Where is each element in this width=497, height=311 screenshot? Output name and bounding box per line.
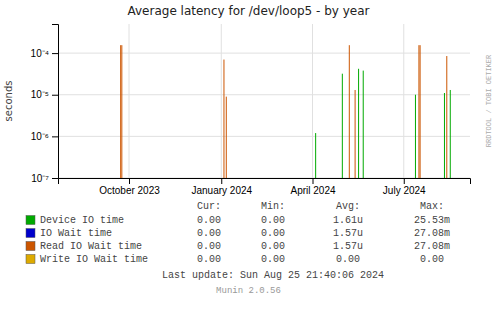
y-axis-title: seconds bbox=[3, 81, 14, 122]
spike bbox=[358, 69, 359, 178]
legend-value: 1.57u bbox=[333, 241, 363, 252]
x-tick-mark bbox=[129, 178, 130, 184]
spike bbox=[415, 95, 416, 178]
x-axis: October 2023 January 2024 April 2024 July 2… bbox=[59, 178, 471, 196]
x-tick: July 2024 bbox=[383, 178, 426, 196]
legend-value: 0.00 bbox=[336, 254, 360, 265]
x-tick-mark bbox=[404, 178, 405, 184]
spike bbox=[450, 90, 451, 178]
spike bbox=[342, 74, 343, 178]
y-tick: 10⁻⁴ bbox=[31, 48, 58, 59]
spike bbox=[444, 93, 445, 178]
grid bbox=[58, 24, 470, 178]
chart: Average latency for /dev/loop5 - by year… bbox=[0, 0, 497, 311]
y-axis-line bbox=[52, 25, 59, 179]
spike bbox=[121, 45, 122, 178]
spike bbox=[315, 133, 316, 178]
title: Average latency for /dev/loop5 - by year bbox=[127, 4, 369, 18]
grid-line-y bbox=[58, 136, 470, 137]
legend: Cur: Min: Avg: Max: Device IO time 0.00 0.00 1.… bbox=[26, 201, 450, 265]
legend-value: 0.00 bbox=[261, 215, 285, 226]
annotation: Last update: Sun Aug 25 21:40:06 2024 bbox=[162, 270, 384, 281]
spike bbox=[420, 45, 421, 178]
x-axis-line bbox=[59, 179, 471, 185]
spike bbox=[355, 90, 356, 178]
spike bbox=[226, 97, 227, 178]
y-tick-label: 10⁻⁵ bbox=[31, 89, 49, 100]
spike bbox=[418, 45, 419, 178]
legend-value: 0.00 bbox=[261, 228, 285, 239]
grid-line-x bbox=[403, 24, 404, 178]
grid-line-y bbox=[58, 53, 470, 54]
x-tick: January 2024 bbox=[191, 178, 252, 196]
legend-value: 1.57u bbox=[333, 228, 363, 239]
y-tick-mark bbox=[52, 53, 58, 54]
grid-line-x bbox=[221, 24, 222, 178]
legend-swatch bbox=[26, 229, 35, 238]
legend-header: Min: bbox=[261, 201, 285, 212]
legend-value: 0.00 bbox=[197, 254, 221, 265]
spike bbox=[349, 45, 350, 178]
legend-header: Max: bbox=[420, 201, 444, 212]
spike bbox=[120, 45, 121, 178]
legend-value: 0.00 bbox=[197, 215, 221, 226]
legend-label: IO Wait time bbox=[40, 228, 112, 239]
legend-value: 27.08m bbox=[414, 241, 450, 252]
x-tick-mark bbox=[313, 178, 314, 184]
y-tick-mark bbox=[52, 95, 58, 96]
legend-value: 0.00 bbox=[197, 241, 221, 252]
grid-line-y bbox=[58, 94, 470, 95]
legend-value: 25.53m bbox=[414, 215, 450, 226]
series bbox=[121, 45, 455, 178]
legend-value: 0.00 bbox=[261, 254, 285, 265]
y-tick: 10⁻⁷ bbox=[31, 173, 58, 184]
x-tick-label: October 2023 bbox=[99, 185, 160, 196]
legend-header: Cur: bbox=[197, 201, 221, 212]
y-tick-label: 10⁻⁴ bbox=[31, 48, 49, 59]
legend-label: Device IO time bbox=[40, 215, 124, 226]
y-tick: 10⁻⁵ bbox=[31, 89, 58, 100]
y-axis: 10⁻⁷ 10⁻⁶ 10⁻⁵ 10⁻⁴ bbox=[31, 25, 59, 184]
legend-swatch bbox=[26, 216, 35, 225]
y-tick-label: 10⁻⁶ bbox=[31, 131, 49, 142]
legend-label: Write IO Wait time bbox=[40, 254, 148, 265]
y-tick-mark bbox=[52, 178, 58, 179]
legend-value: 1.61u bbox=[333, 215, 363, 226]
marks bbox=[121, 45, 455, 178]
spike bbox=[446, 56, 447, 178]
x-tick-label: April 2024 bbox=[290, 185, 335, 196]
legend-label: Read IO Wait time bbox=[40, 241, 142, 252]
annotation: Munin 2.0.56 bbox=[216, 286, 281, 296]
x-tick-mark bbox=[221, 178, 222, 184]
legend-swatch bbox=[26, 242, 35, 251]
legend-header: Avg: bbox=[336, 201, 360, 212]
y-tick-label: 10⁻⁷ bbox=[31, 173, 49, 184]
series bbox=[316, 69, 451, 178]
grid-line-x bbox=[312, 24, 313, 178]
x-tick-label: July 2024 bbox=[383, 185, 426, 196]
y-tick-mark bbox=[52, 136, 58, 137]
series bbox=[123, 178, 448, 179]
grid-line-x bbox=[129, 24, 130, 178]
spike bbox=[363, 71, 364, 178]
legend-value: 0.00 bbox=[197, 228, 221, 239]
legend-swatch bbox=[26, 255, 35, 264]
x-tick-label: January 2024 bbox=[191, 185, 252, 196]
spike bbox=[223, 60, 224, 178]
x-tick: October 2023 bbox=[99, 178, 160, 196]
legend-value: 27.08m bbox=[414, 228, 450, 239]
x-tick: April 2024 bbox=[290, 178, 335, 196]
legend-value: 0.00 bbox=[261, 241, 285, 252]
legend-value: 0.00 bbox=[420, 254, 444, 265]
y-tick: 10⁻⁶ bbox=[31, 131, 58, 142]
annotation: RRDTOOL / TOBI OETIKER bbox=[485, 54, 493, 147]
